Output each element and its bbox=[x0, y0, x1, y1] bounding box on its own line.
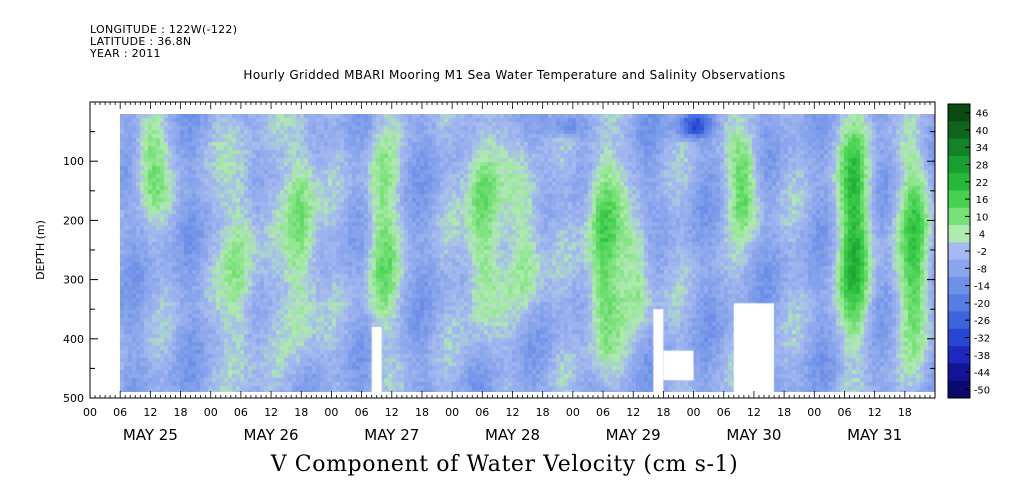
x-hour-label: 06 bbox=[355, 406, 369, 419]
y-tick-label: 400 bbox=[63, 333, 84, 346]
y-tick-label: 200 bbox=[63, 214, 84, 227]
colorbar-swatch bbox=[948, 259, 970, 278]
colorbar-tick-label: -20 bbox=[974, 299, 990, 310]
x-day-label: MAY 30 bbox=[726, 426, 781, 444]
colorbar-swatch bbox=[948, 380, 970, 399]
colorbar-caption: V Component of Water Velocity (cm s-1) bbox=[270, 452, 739, 477]
colorbar-tick-label: 40 bbox=[976, 126, 989, 137]
y-tick-label: 500 bbox=[63, 392, 84, 405]
x-hour-label: 06 bbox=[596, 406, 610, 419]
longitude-label: LONGITUDE : 122W(-122) bbox=[90, 23, 238, 36]
x-hour-label: 12 bbox=[264, 406, 278, 419]
colorbar-swatch bbox=[948, 155, 970, 174]
x-hour-label: 18 bbox=[777, 406, 791, 419]
x-day-label: MAY 26 bbox=[244, 426, 299, 444]
x-hour-label: 12 bbox=[626, 406, 640, 419]
colorbar-tick-label: -8 bbox=[977, 264, 987, 275]
colorbar-swatch bbox=[948, 190, 970, 209]
heatmap-field bbox=[120, 114, 935, 392]
x-hour-label: 18 bbox=[536, 406, 550, 419]
colorbar-swatch bbox=[948, 294, 970, 313]
x-hour-label: 18 bbox=[656, 406, 670, 419]
colorbar-tick-label: -14 bbox=[974, 282, 990, 293]
x-hour-label: 06 bbox=[837, 406, 851, 419]
colorbar-swatch bbox=[948, 311, 970, 330]
x-day-label: MAY 25 bbox=[123, 426, 178, 444]
colorbar-tick-label: 22 bbox=[976, 178, 989, 189]
x-hour-label: 18 bbox=[898, 406, 912, 419]
y-tick-label: 100 bbox=[63, 155, 84, 168]
x-hour-label: 00 bbox=[687, 406, 701, 419]
colorbar-swatch bbox=[948, 121, 970, 140]
colorbar-tick-label: -2 bbox=[977, 247, 987, 258]
colorbar-tick-label: -26 bbox=[974, 316, 990, 327]
colorbar-tick-label: -50 bbox=[974, 385, 990, 396]
x-day-label: MAY 29 bbox=[606, 426, 661, 444]
x-hour-label: 00 bbox=[445, 406, 459, 419]
colorbar-swatch bbox=[948, 138, 970, 157]
colorbar-swatch bbox=[948, 225, 970, 243]
x-day-label: MAY 31 bbox=[847, 426, 902, 444]
colorbar: 46 40 34 28 22 16 10 4 -2 -8 -14 -20 -26 -32 -38 -44 -50 bbox=[947, 103, 990, 399]
x-hour-label: 12 bbox=[385, 406, 399, 419]
x-hour-label: 00 bbox=[566, 406, 580, 419]
colorbar-tick-label: -32 bbox=[974, 333, 990, 344]
colorbar-swatch bbox=[948, 104, 970, 122]
colorbar-tick-label: 46 bbox=[976, 109, 989, 120]
x-hour-label: 06 bbox=[717, 406, 731, 419]
colorbar-swatch bbox=[948, 173, 970, 191]
colorbar-tick-label: 10 bbox=[976, 212, 989, 223]
x-hour-label: 12 bbox=[868, 406, 882, 419]
year-label: YEAR : 2011 bbox=[90, 47, 161, 60]
x-hour-label: 00 bbox=[83, 406, 97, 419]
x-hour-label: 00 bbox=[204, 406, 218, 419]
x-hour-label: 18 bbox=[415, 406, 429, 419]
x-hour-label: 18 bbox=[294, 406, 308, 419]
x-hour-label: 06 bbox=[234, 406, 248, 419]
colorbar-tick-label: 34 bbox=[976, 143, 989, 154]
y-axis-label: DEPTH (m) bbox=[34, 220, 47, 280]
latitude-label: LATITUDE : 36.8N bbox=[90, 35, 192, 48]
x-hour-label: 18 bbox=[174, 406, 188, 419]
x-hour-label: 06 bbox=[475, 406, 489, 419]
colorbar-swatch bbox=[948, 346, 970, 364]
colorbar-swatch bbox=[948, 328, 970, 347]
x-hour-label: 00 bbox=[324, 406, 338, 419]
x-hour-label: 12 bbox=[747, 406, 761, 419]
x-hour-label: 12 bbox=[143, 406, 157, 419]
colorbar-swatch bbox=[948, 276, 970, 295]
colorbar-tick-label: 16 bbox=[976, 195, 989, 206]
colorbar-tick-label: -44 bbox=[974, 368, 990, 379]
x-day-label: MAY 28 bbox=[485, 426, 540, 444]
colorbar-tick-label: -38 bbox=[974, 351, 990, 362]
colorbar-swatch bbox=[948, 242, 970, 261]
colorbar-tick-label: 4 bbox=[979, 230, 985, 241]
colorbar-swatch bbox=[948, 363, 970, 382]
colorbar-swatch bbox=[948, 207, 970, 226]
x-hour-label: 06 bbox=[113, 406, 127, 419]
y-tick-label: 300 bbox=[63, 274, 84, 287]
chart-title: Hourly Gridded MBARI Mooring M1 Sea Wate… bbox=[243, 68, 786, 82]
x-day-label: MAY 27 bbox=[364, 426, 419, 444]
x-hour-label: 00 bbox=[807, 406, 821, 419]
x-hour-label: 12 bbox=[506, 406, 520, 419]
colorbar-tick-label: 28 bbox=[976, 161, 989, 172]
